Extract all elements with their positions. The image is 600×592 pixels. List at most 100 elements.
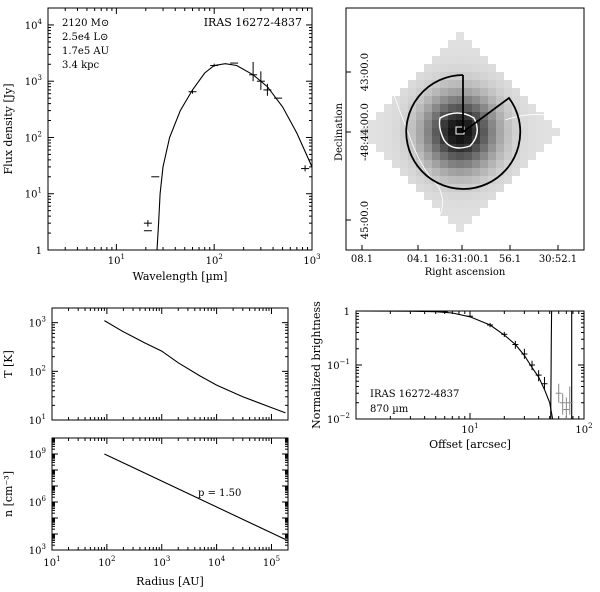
map-pixel — [432, 152, 440, 160]
map-pixel — [456, 48, 464, 56]
map-pixel — [520, 112, 528, 120]
map-pixel — [496, 168, 504, 176]
map-pixel — [464, 48, 472, 56]
map-pixel — [472, 168, 480, 176]
map-pixel — [472, 72, 480, 80]
map-pixel — [472, 48, 480, 56]
map-pixel — [416, 160, 424, 168]
map-pixel — [464, 192, 472, 200]
map-pixel — [408, 168, 416, 176]
map-pixel — [536, 128, 544, 136]
map-pixel — [384, 128, 392, 136]
map-pixel — [496, 112, 504, 120]
map-pixel — [424, 112, 432, 120]
map-pixel — [416, 128, 424, 136]
map-pixel — [488, 96, 496, 104]
map-pixel — [432, 192, 440, 200]
map-pixel — [528, 120, 536, 128]
map-pixel — [392, 144, 400, 152]
map-pixel — [472, 104, 480, 112]
map-pixel — [512, 120, 520, 128]
map-pixel — [512, 168, 520, 176]
map-pixel — [472, 144, 480, 152]
map-frame — [345, 7, 585, 251]
map-pixel — [496, 128, 504, 136]
temp-y-tick-label: 103 — [29, 316, 46, 330]
map-pixel — [392, 104, 400, 112]
map-pixel — [448, 112, 456, 120]
map-pixel — [416, 80, 424, 88]
map-pixel — [440, 144, 448, 152]
map-pixel — [408, 80, 416, 88]
sed-annotation: 2.5e4 L⊙ — [62, 32, 108, 43]
map-pixel — [376, 144, 384, 152]
map-pixel — [448, 176, 456, 184]
map-pixel — [472, 112, 480, 120]
map-pixel — [432, 112, 440, 120]
map-pixel — [512, 88, 520, 96]
map-pixel — [424, 152, 432, 160]
map-pixel — [512, 128, 520, 136]
map-pixel — [400, 152, 408, 160]
map-pixel — [488, 120, 496, 128]
map-pixel — [464, 96, 472, 104]
map-pixel — [456, 80, 464, 88]
map-pixel — [512, 104, 520, 112]
map-pixel — [536, 120, 544, 128]
map-pixel — [504, 112, 512, 120]
map-pixel — [464, 72, 472, 80]
map-pixel — [408, 160, 416, 168]
map-pixel — [520, 136, 528, 144]
map-pixel — [424, 192, 432, 200]
map-pixel — [488, 160, 496, 168]
map-pixel — [464, 216, 472, 224]
map-pixel — [448, 96, 456, 104]
map-pixel — [480, 128, 488, 136]
map-pixel — [440, 208, 448, 216]
map-pixel — [456, 208, 464, 216]
sed-x-tick-label: 101 — [108, 253, 125, 267]
map-pixel — [488, 136, 496, 144]
map-pixel — [456, 216, 464, 224]
map-pixel — [400, 120, 408, 128]
map-pixel — [520, 120, 528, 128]
map-pixel — [464, 64, 472, 72]
map-pixel — [424, 80, 432, 88]
map-x-tick-label: 16:31:00.1 — [435, 254, 489, 265]
map-pixel — [480, 64, 488, 72]
map-pixel — [360, 128, 368, 136]
map-pixel — [536, 112, 544, 120]
map-pixel — [488, 64, 496, 72]
map-pixel — [480, 144, 488, 152]
map-y-tick-label: 43:00.0 — [360, 53, 371, 91]
map-pixel — [544, 128, 552, 136]
map-pixel — [464, 152, 472, 160]
map-pixel — [448, 168, 456, 176]
map-pixel — [472, 80, 480, 88]
map-pixel — [456, 88, 464, 96]
map-pixel — [464, 56, 472, 64]
map-pixel — [368, 128, 376, 136]
map-heatmap — [360, 32, 560, 232]
map-x-tick-label: 30:52.1 — [539, 254, 577, 265]
map-pixel — [368, 136, 376, 144]
map-pixel — [488, 88, 496, 96]
dens-frame — [51, 437, 289, 551]
map-pixel — [432, 184, 440, 192]
map-pixel — [496, 120, 504, 128]
map-pixel — [376, 136, 384, 144]
map-pixel — [528, 112, 536, 120]
map-pixel — [480, 152, 488, 160]
map-pixel — [408, 136, 416, 144]
map-pixel — [504, 152, 512, 160]
dens-x-tick-label: 101 — [43, 555, 60, 569]
profile-y-tick-label: 10−1 — [327, 358, 350, 372]
map-pixel — [376, 112, 384, 120]
map-pixel — [440, 72, 448, 80]
map-pixel — [504, 168, 512, 176]
map-pixel — [480, 136, 488, 144]
map-pixel — [488, 104, 496, 112]
map-pixel — [400, 136, 408, 144]
map-pixel — [480, 200, 488, 208]
map-pixel — [416, 176, 424, 184]
